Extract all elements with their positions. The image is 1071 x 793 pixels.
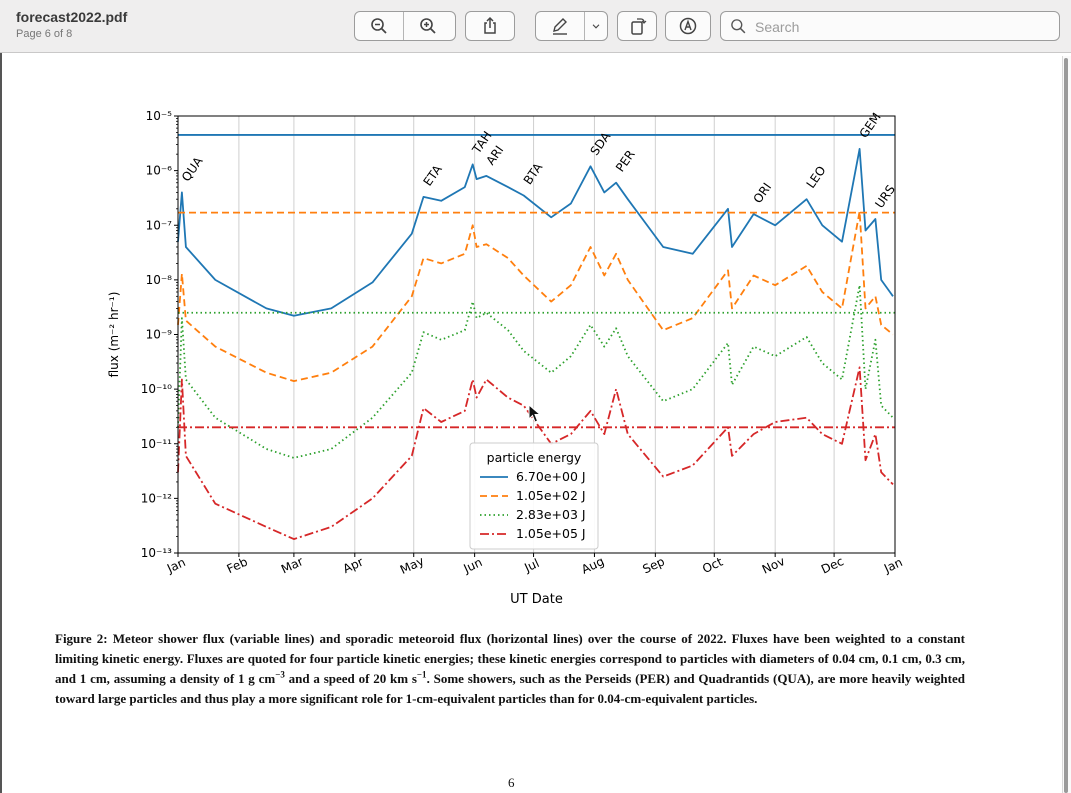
zoom-out-button[interactable] bbox=[355, 12, 403, 40]
scrollbar-thumb[interactable] bbox=[1064, 58, 1068, 793]
annotate-group bbox=[665, 11, 711, 41]
chevron-down-icon bbox=[592, 24, 600, 29]
y-tick-label: 10⁻¹³ bbox=[141, 546, 172, 560]
annotate-icon bbox=[679, 17, 697, 35]
rotate-group bbox=[617, 11, 657, 41]
y-tick-label: 10⁻¹¹ bbox=[141, 437, 172, 451]
shower-curve-2 bbox=[177, 210, 894, 382]
page-indicator: Page 6 of 8 bbox=[16, 28, 73, 40]
share-button[interactable] bbox=[466, 12, 514, 40]
markup-group bbox=[535, 11, 608, 41]
caption-lead: Figure 2: Meteor shower flux (variable l… bbox=[55, 631, 965, 686]
x-tick-label: Aug bbox=[579, 554, 606, 577]
search-field[interactable] bbox=[720, 11, 1060, 41]
caption-mid: and a speed of 20 km s bbox=[284, 671, 417, 686]
plot-frame bbox=[177, 115, 896, 554]
rotate-icon bbox=[631, 18, 647, 35]
shower-label: BTA bbox=[521, 160, 546, 187]
shower-label: QUA bbox=[179, 154, 206, 184]
shower-label: GEM bbox=[857, 110, 884, 140]
zoom-in-button[interactable] bbox=[403, 12, 451, 40]
y-tick-label: 10⁻⁶ bbox=[146, 164, 173, 178]
page-number: 6 bbox=[508, 775, 515, 790]
zoom-group bbox=[354, 11, 456, 41]
x-tick-label: Jan bbox=[881, 555, 905, 576]
shower-label: URS bbox=[872, 182, 898, 210]
shower-label: PER bbox=[613, 147, 638, 174]
y-axis-label: flux (m⁻² hr⁻¹) bbox=[107, 292, 121, 378]
caption-exponent-speed: −1 bbox=[416, 669, 427, 680]
markup-button[interactable] bbox=[536, 12, 584, 40]
x-tick-label: Sep bbox=[640, 554, 666, 576]
shower-label: ORI bbox=[751, 180, 775, 206]
x-tick-label: Feb bbox=[225, 555, 250, 577]
figure-caption: Figure 2: Meteor shower flux (variable l… bbox=[55, 629, 965, 709]
y-tick-label: 10⁻⁹ bbox=[146, 328, 173, 342]
shower-curve-1 bbox=[177, 148, 894, 317]
toolbar: forecast2022.pdf Page 6 of 8 bbox=[0, 0, 1071, 53]
caption-tail: . Some showers, such as the Perseids (PE… bbox=[55, 671, 965, 706]
markup-menu-button[interactable] bbox=[584, 12, 607, 40]
x-tick-label: Apr bbox=[341, 555, 366, 576]
shower-label: LEO bbox=[804, 163, 829, 190]
caption-exponent-density: −3 bbox=[275, 669, 285, 680]
legend-entry: 6.70e+00 J bbox=[516, 469, 586, 484]
x-tick-label: Nov bbox=[760, 554, 787, 577]
mouse-pointer bbox=[528, 404, 542, 423]
shower-curve-3 bbox=[177, 284, 894, 459]
rotate-button[interactable] bbox=[618, 12, 656, 40]
x-axis-label: UT Date bbox=[510, 592, 563, 607]
markup-pen-icon bbox=[553, 18, 567, 35]
document-title: forecast2022.pdf bbox=[16, 9, 128, 25]
x-tick-label: Jun bbox=[461, 555, 485, 576]
legend-entry: 1.05e+02 J bbox=[516, 488, 586, 503]
share-group bbox=[465, 11, 515, 41]
y-tick-label: 10⁻⁷ bbox=[146, 218, 173, 232]
y-tick-label: 10⁻¹⁰ bbox=[141, 382, 172, 396]
x-tick-label: Dec bbox=[819, 554, 846, 577]
annotate-button[interactable] bbox=[666, 12, 710, 40]
zoom-in-icon bbox=[419, 18, 436, 34]
legend-entry: 2.83e+03 J bbox=[516, 507, 586, 522]
legend-entry: 1.05e+05 J bbox=[516, 526, 586, 541]
flux-chart: Jan Feb Mar Apr May Jun Jul Aug Sep Oct Nov Dec Jan1… bbox=[107, 109, 905, 607]
x-tick-label: Mar bbox=[279, 554, 305, 576]
legend-title: particle energy bbox=[487, 450, 582, 465]
window-edge bbox=[0, 53, 2, 793]
x-tick-label: Jul bbox=[521, 556, 541, 575]
x-tick-label: Oct bbox=[700, 555, 725, 577]
shower-label: ETA bbox=[421, 162, 446, 189]
zoom-out-icon bbox=[371, 18, 387, 34]
share-icon bbox=[484, 16, 496, 34]
y-tick-label: 10⁻¹² bbox=[141, 491, 172, 505]
shower-curve-4 bbox=[177, 366, 894, 540]
x-tick-label: May bbox=[398, 554, 426, 577]
shower-label: SDA bbox=[588, 129, 614, 158]
legend-box bbox=[469, 442, 599, 550]
search-icon bbox=[731, 19, 746, 34]
search-input[interactable] bbox=[753, 16, 1047, 38]
y-tick-label: 10⁻⁸ bbox=[146, 273, 173, 287]
y-tick-label: 10⁻⁵ bbox=[146, 109, 173, 123]
